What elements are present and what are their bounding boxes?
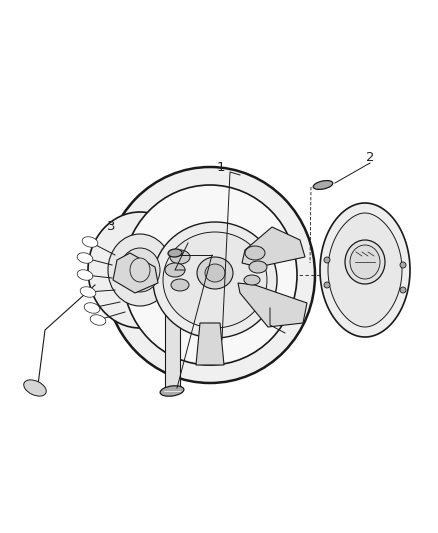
Ellipse shape: [120, 248, 160, 292]
Ellipse shape: [170, 250, 190, 264]
Ellipse shape: [123, 185, 297, 365]
Ellipse shape: [80, 287, 96, 297]
Ellipse shape: [313, 181, 333, 189]
Ellipse shape: [245, 246, 265, 260]
Text: 5: 5: [261, 295, 269, 308]
Ellipse shape: [345, 240, 385, 284]
Ellipse shape: [205, 264, 225, 282]
Ellipse shape: [165, 263, 185, 277]
Ellipse shape: [244, 275, 260, 285]
Ellipse shape: [82, 237, 98, 247]
Ellipse shape: [88, 212, 192, 328]
Ellipse shape: [350, 245, 380, 279]
Ellipse shape: [24, 380, 46, 396]
Polygon shape: [242, 227, 305, 267]
Polygon shape: [238, 283, 307, 327]
Text: 2: 2: [366, 151, 374, 164]
Polygon shape: [196, 323, 224, 365]
Ellipse shape: [108, 234, 172, 306]
Ellipse shape: [160, 386, 184, 396]
Ellipse shape: [84, 303, 100, 313]
Ellipse shape: [77, 253, 93, 263]
Ellipse shape: [324, 257, 330, 263]
Ellipse shape: [168, 249, 182, 257]
Polygon shape: [320, 203, 410, 337]
Ellipse shape: [90, 315, 106, 325]
Ellipse shape: [324, 282, 330, 288]
Ellipse shape: [105, 167, 315, 383]
Ellipse shape: [197, 257, 233, 289]
Ellipse shape: [400, 262, 406, 268]
Ellipse shape: [171, 279, 189, 291]
Text: 4: 4: [162, 203, 171, 215]
Text: 1: 1: [217, 161, 226, 174]
Ellipse shape: [163, 232, 267, 328]
Ellipse shape: [249, 261, 267, 273]
Ellipse shape: [77, 270, 93, 280]
Ellipse shape: [400, 287, 406, 293]
Polygon shape: [165, 260, 180, 388]
Text: 3: 3: [107, 220, 116, 233]
Ellipse shape: [153, 222, 277, 338]
Polygon shape: [328, 213, 402, 327]
Polygon shape: [113, 253, 158, 293]
Ellipse shape: [130, 258, 150, 282]
